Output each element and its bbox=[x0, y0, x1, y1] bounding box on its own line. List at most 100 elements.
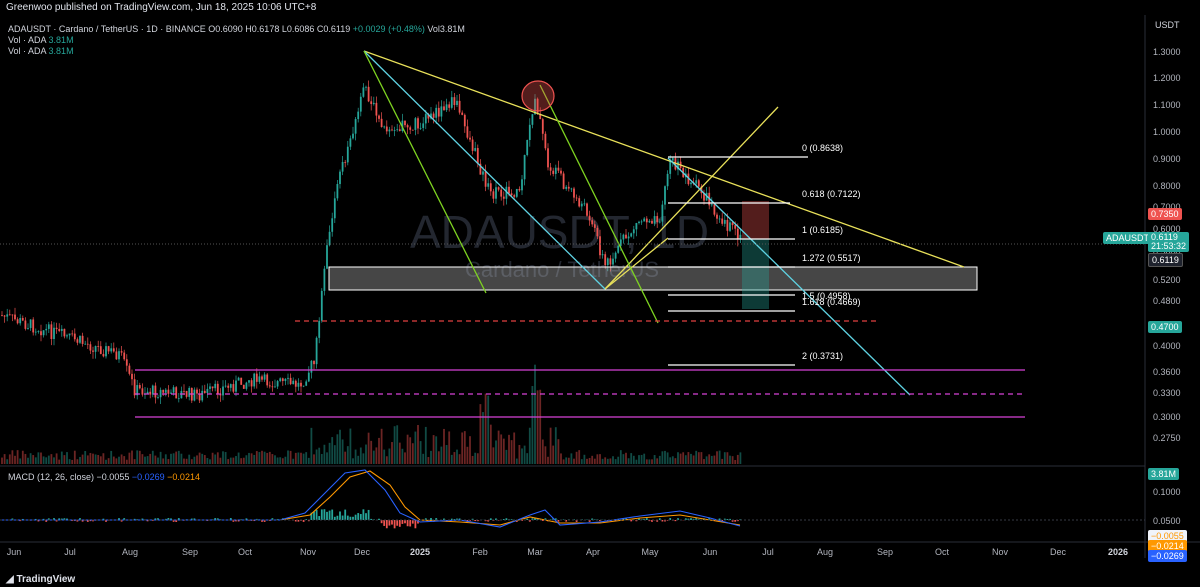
macd-hist-bar bbox=[235, 520, 237, 522]
candle-body bbox=[710, 204, 713, 206]
price-axis: 1.3000 1.2000 1.1000 1.0000 0.9000 0.8000 0.70… bbox=[1153, 47, 1181, 443]
volume-bar bbox=[526, 453, 529, 464]
price-tick: 0.3300 bbox=[1153, 388, 1181, 398]
candle-body bbox=[276, 381, 279, 387]
candle-body bbox=[128, 365, 131, 374]
volume-bar bbox=[138, 450, 141, 464]
candle-body bbox=[27, 327, 29, 329]
time-tick: Oct bbox=[935, 547, 950, 557]
macd-legend[interactable]: MACD (12, 26, close) −0.0055 −0.0269 −0.… bbox=[8, 472, 200, 482]
volume-bar bbox=[289, 450, 292, 464]
volume-bar bbox=[216, 452, 219, 464]
price-chart[interactable]: ADAUSDT, 1D Cardano / TetherUS 0 (0.8638… bbox=[0, 15, 1200, 572]
volume-bar bbox=[604, 457, 607, 464]
volume-bar bbox=[198, 452, 201, 464]
volume-bar bbox=[37, 452, 40, 464]
candle-body bbox=[656, 216, 659, 223]
macd-hist-bar bbox=[245, 518, 248, 520]
currency-label[interactable]: USDT bbox=[1155, 20, 1180, 30]
candle-body bbox=[266, 374, 269, 386]
symbol-title[interactable]: ADAUSDT · Cardano / TetherUS · 1D · BINA… bbox=[8, 24, 206, 34]
candlestick-series bbox=[1, 80, 742, 405]
volume-bar bbox=[625, 452, 627, 464]
macd-hist-bar bbox=[424, 518, 427, 520]
macd-hist-bar bbox=[47, 518, 50, 520]
macd-hist-bar bbox=[37, 520, 40, 522]
volume-bar bbox=[508, 434, 510, 464]
macd-hist-bar bbox=[164, 518, 167, 520]
macd-hist-bar bbox=[484, 520, 487, 522]
candle-body bbox=[482, 171, 484, 175]
volume-bar bbox=[708, 454, 711, 464]
macd-hist-bar bbox=[297, 520, 300, 522]
volume-bar bbox=[89, 452, 92, 464]
price-tick: 0.5800 bbox=[1153, 247, 1181, 257]
volume-bar bbox=[99, 456, 102, 464]
candle-body bbox=[588, 215, 591, 221]
volume-bar bbox=[146, 456, 149, 464]
highlight-circle bbox=[521, 80, 555, 112]
volume-bar bbox=[133, 459, 136, 464]
volume-bar bbox=[66, 452, 68, 464]
candle-body bbox=[133, 379, 136, 396]
volume-bar bbox=[458, 454, 461, 464]
candle-body bbox=[391, 129, 393, 131]
macd-hist-bar bbox=[505, 518, 508, 520]
candle-body bbox=[640, 221, 643, 223]
candle-body bbox=[172, 387, 175, 393]
price-tick: 1.2000 bbox=[1153, 73, 1181, 83]
volume-legend-2[interactable]: Vol · ADA 3.81M bbox=[8, 46, 465, 57]
candle-body bbox=[19, 317, 22, 324]
candle-body bbox=[344, 162, 347, 163]
macd-hist-bar bbox=[635, 520, 638, 522]
volume-bar bbox=[404, 452, 406, 464]
candle-body bbox=[632, 229, 635, 234]
candle-body bbox=[253, 373, 256, 387]
macd-value-hist: −0.0055 bbox=[96, 472, 130, 482]
volume-bar bbox=[599, 454, 601, 464]
fib-level-label: 1.272 (0.5517) bbox=[802, 253, 861, 263]
candle-body bbox=[554, 167, 557, 174]
candle-body bbox=[66, 335, 68, 337]
macd-hist-bar bbox=[133, 518, 136, 520]
volume-histogram bbox=[1, 364, 742, 464]
volume-bar bbox=[102, 453, 105, 464]
volume-bar bbox=[40, 452, 42, 464]
volume-bar bbox=[588, 457, 591, 464]
macd-hist-bar bbox=[385, 520, 388, 529]
macd-hist-bar bbox=[229, 518, 232, 520]
stop-zone bbox=[742, 201, 769, 239]
candle-body bbox=[489, 183, 492, 192]
macd-hist-bar bbox=[55, 520, 58, 522]
tradingview-logo[interactable]: ◢ TradingView bbox=[6, 574, 75, 585]
volume-bar bbox=[627, 458, 630, 464]
volume-bar bbox=[167, 459, 170, 464]
volume-bar bbox=[97, 454, 100, 464]
price-tick: 0.3600 bbox=[1153, 367, 1181, 377]
candle-body bbox=[627, 236, 630, 239]
volume-bar bbox=[487, 395, 490, 464]
fib-level-label: 1.618 (0.4669) bbox=[802, 297, 861, 307]
volume-bar bbox=[677, 452, 679, 464]
candle-body bbox=[214, 383, 217, 389]
candle-body bbox=[463, 114, 466, 127]
volume-bar bbox=[154, 455, 157, 464]
fib-level-label: 2 (0.3731) bbox=[802, 351, 843, 361]
candle-body bbox=[547, 148, 549, 168]
candle-body bbox=[71, 333, 74, 335]
macd-hist-bar bbox=[414, 520, 417, 529]
candle-body bbox=[552, 170, 555, 174]
macd-hist-bar bbox=[11, 518, 14, 520]
volume-legend-1[interactable]: Vol · ADA 3.81M bbox=[8, 35, 465, 46]
candle-body bbox=[437, 107, 440, 117]
candle-body bbox=[651, 220, 653, 224]
candle-body bbox=[583, 203, 586, 205]
volume-bar bbox=[396, 425, 399, 464]
volume-bar bbox=[224, 452, 227, 464]
candle-body bbox=[240, 377, 243, 385]
time-tick: May bbox=[641, 547, 659, 557]
candle-body bbox=[320, 290, 323, 321]
candle-body bbox=[193, 389, 196, 401]
candle-body bbox=[162, 389, 165, 393]
candle-body bbox=[89, 344, 92, 351]
